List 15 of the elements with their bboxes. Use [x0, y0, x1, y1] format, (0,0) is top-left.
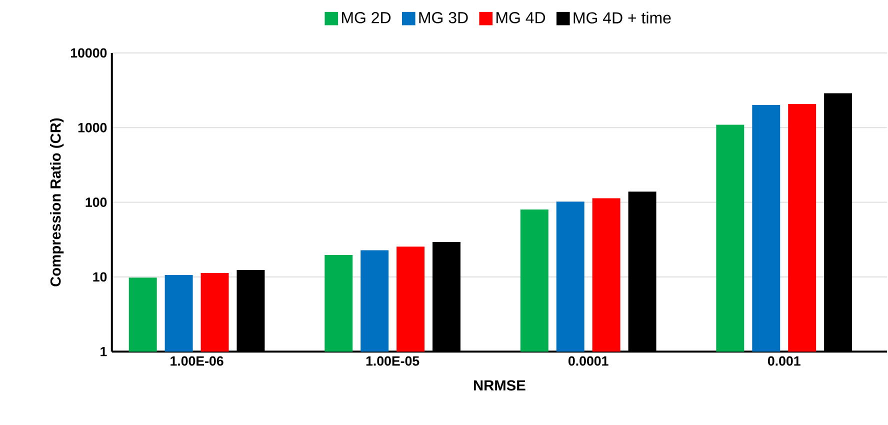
x-tick-label: 1.00E-05 [366, 356, 420, 366]
legend-label: MG 4D + time [574, 12, 671, 24]
x-tick-label: 0.001 [768, 356, 800, 366]
legend-label: MG 2D [342, 12, 391, 24]
y-tick-label: 1 [100, 347, 107, 356]
y-tick-label: 100 [86, 198, 107, 208]
x-tick-label: 0.0001 [568, 356, 608, 366]
y-tick-label: 10000 [70, 48, 107, 58]
x-axis-title: NRMSE [474, 380, 526, 391]
y-tick-label: 1000 [78, 123, 107, 133]
x-tick-label: 1.00E-06 [170, 356, 224, 366]
y-tick-label: 10 [93, 272, 107, 282]
legend-label: MG 4D [496, 12, 546, 24]
legend-label: MG 3D [419, 12, 468, 24]
y-axis-title: Compression Ratio (CR) [50, 118, 64, 287]
